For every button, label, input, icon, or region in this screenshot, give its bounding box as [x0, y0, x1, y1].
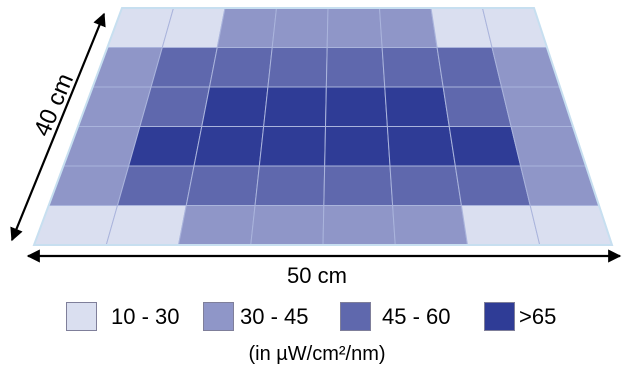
grid-cell	[323, 165, 394, 206]
grid-cell	[128, 126, 203, 167]
grid-cell	[208, 47, 273, 88]
depth-label: 40 cm	[29, 70, 79, 141]
grid-cell	[267, 47, 328, 88]
grid-cell	[161, 7, 226, 48]
grid-cell	[201, 86, 269, 127]
grid-cell	[263, 86, 327, 127]
grid-cell	[430, 7, 493, 48]
grid-cell	[381, 47, 444, 88]
legend-label-45-60: 45 - 60	[382, 304, 451, 329]
grid-cell	[454, 165, 531, 206]
grid-cell	[529, 205, 613, 246]
grid-cell	[389, 165, 462, 206]
grid-cell	[216, 7, 278, 48]
grid-cell	[324, 86, 388, 127]
grid-cell	[386, 126, 456, 167]
grid-cell	[150, 47, 218, 88]
legend-swatch-45-60	[340, 302, 371, 331]
grid-cell	[460, 205, 541, 246]
grid-cell	[442, 86, 512, 127]
grid-cell	[139, 86, 211, 127]
grid-cell	[91, 47, 163, 88]
grid-cell	[116, 165, 195, 206]
legend-swatch-10-30	[66, 302, 97, 331]
grid-cell	[392, 205, 469, 246]
grid-cell	[384, 86, 450, 127]
grid-cell	[105, 205, 187, 246]
legend-label-30-45: 30 - 45	[240, 304, 309, 329]
grid-cell	[258, 126, 327, 167]
grid-cell	[436, 47, 503, 88]
grid-cell	[250, 205, 325, 246]
depth-arrow	[10, 12, 106, 242]
legend: 10 - 30 30 - 45 45 - 60 >65	[0, 294, 634, 334]
grid-cell	[193, 126, 265, 167]
width-label: 50 cm	[287, 263, 347, 288]
grid-cell	[324, 126, 391, 167]
units-label: (in µW/cm²/nm)	[248, 343, 386, 365]
irradiance-grid	[32, 7, 614, 246]
grid-cell	[325, 47, 386, 88]
legend-label-10-30: 10 - 30	[111, 304, 180, 329]
grid-cell	[185, 165, 260, 206]
grid-cell	[378, 7, 438, 48]
grid-cell	[77, 86, 152, 127]
grid-cell	[448, 126, 522, 167]
grid-cell	[271, 7, 329, 48]
legend-label-gt65: >65	[519, 304, 557, 329]
grid-cell	[177, 205, 256, 246]
legend-swatch-30-45	[203, 302, 234, 331]
grid-cell	[254, 165, 326, 206]
grid-cell	[481, 7, 548, 48]
grid-cell	[322, 205, 396, 246]
grid-cell	[326, 7, 383, 48]
legend-swatch-gt65	[484, 302, 515, 331]
